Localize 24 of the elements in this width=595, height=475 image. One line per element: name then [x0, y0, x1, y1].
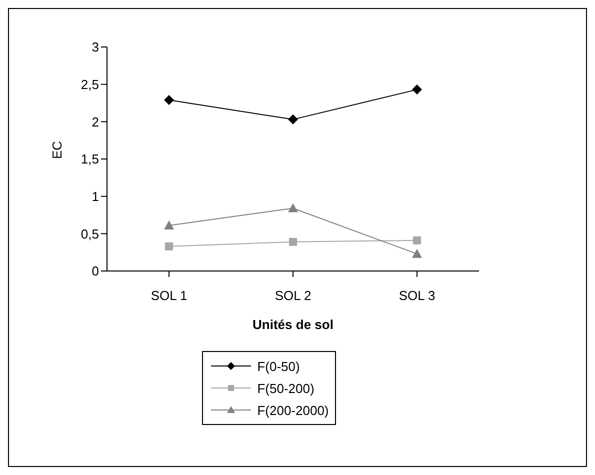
x-tick-label: SOL 2: [274, 288, 312, 304]
y-tick-label: 2,5: [80, 76, 99, 92]
x-axis-title: Unités de sol: [252, 317, 334, 332]
point: [288, 114, 298, 124]
y-tick-label: 2: [92, 114, 99, 130]
point: [164, 95, 174, 106]
legend-label: F(0-50): [257, 358, 300, 374]
point: [164, 220, 174, 230]
point: [413, 236, 421, 244]
y-tick-label: 0: [92, 264, 99, 279]
point: [412, 248, 422, 258]
y-axis-title: EC: [50, 140, 65, 159]
y-tick-label: 3: [92, 40, 99, 55]
legend-label: F(200-2000): [257, 402, 329, 418]
y-tick-label: 1: [92, 188, 99, 204]
point: [288, 203, 298, 212]
x-tick-label: SOL 3: [398, 288, 436, 304]
y-tick-label: 0,5: [80, 226, 99, 242]
point: [412, 84, 422, 95]
legend-label: F(50-200): [257, 380, 314, 396]
point: [165, 242, 173, 250]
y-tick-label: 1,5: [80, 152, 99, 167]
point: [289, 238, 297, 246]
x-tick-label: SOL 1: [150, 288, 188, 304]
